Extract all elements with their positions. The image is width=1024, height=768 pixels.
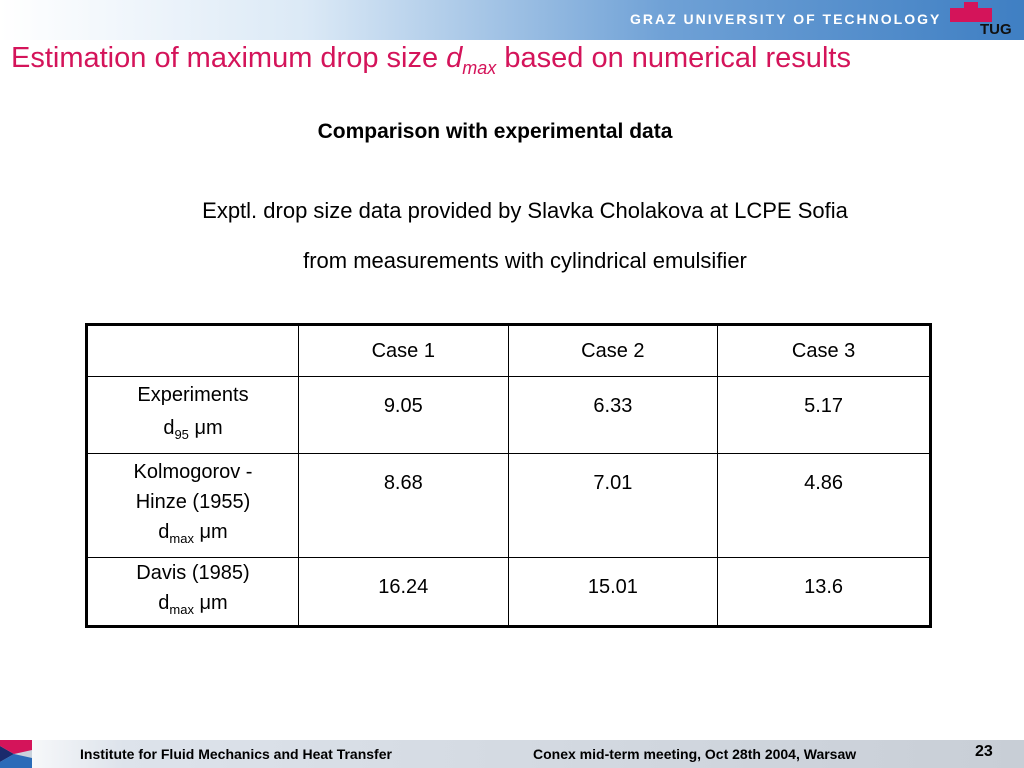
row-label-symbol: d95 μm [88,412,298,451]
row-label-line: Experiments [137,384,249,406]
table-row: Experiments d95 μm 9.05 6.33 5.17 [86,376,931,454]
table-cell: 5.17 [717,376,931,454]
table-header-row: Case 1 Case 2 Case 3 [86,324,931,377]
title-prefix: Estimation of maximum drop size [11,42,447,74]
header-bar [0,0,1024,40]
section-subheading: Comparison with experimental data [317,120,673,143]
page-number: 23 [975,743,993,760]
table-cell: 8.68 [298,453,509,558]
symbol-subscript: 95 [174,427,189,442]
unit-text: μm [199,592,228,614]
tug-logo-icon [946,2,1018,42]
table-cell: 7.01 [507,453,719,558]
row-label-symbol: dmax μm [88,588,298,625]
title-variable: d [446,42,463,74]
row-label-line: Davis (1985) [136,562,250,584]
table-row: Davis (1985) dmax μm 16.24 15.01 13.6 [86,557,931,627]
flag-icon [0,740,32,768]
unit-text: μm [199,521,228,543]
table-header-cell: Case 2 [507,324,719,377]
symbol-text: d [163,417,175,439]
description-line-2: from measurements with cylindrical emuls… [303,248,747,273]
table-cell: 15.01 [507,557,719,627]
symbol-subscript: max [169,531,194,546]
row-label-symbol: dmax μm [88,517,298,554]
title-variable-subscript: max [462,57,497,78]
symbol-text: d [158,592,170,614]
row-label-cell: Davis (1985) dmax μm [86,557,299,627]
comparison-table: Case 1 Case 2 Case 3 Experiments d95 μm … [85,323,932,628]
unit-text: μm [194,417,223,439]
page-title: Estimation of maximum drop size dmax bas… [11,42,851,79]
table-header-cell: Case 3 [717,324,931,377]
footer-institute: Institute for Fluid Mechanics and Heat T… [80,746,392,762]
description-line-1: Exptl. drop size data provided by Slavka… [202,198,848,223]
footer-bar [0,740,1024,768]
row-label-line: Kolmogorov - [133,461,253,483]
table-cell: 9.05 [298,376,509,454]
footer-meeting: Conex mid-term meeting, Oct 28th 2004, W… [533,746,857,762]
table-cell: 4.86 [717,453,931,558]
title-suffix: based on numerical results [496,42,851,74]
table-cell: 6.33 [507,376,719,454]
logo-text: TUG [980,21,1012,38]
table-cell: 13.6 [717,557,931,627]
university-name: GRAZ UNIVERSITY OF TECHNOLOGY [630,11,942,27]
table-cell: 16.24 [298,557,509,627]
table-row: Kolmogorov - Hinze (1955) dmax μm 8.68 7… [86,453,931,558]
row-label-cell: Experiments d95 μm [86,376,299,454]
row-label-cell: Kolmogorov - Hinze (1955) dmax μm [86,453,299,558]
row-label-line: Hinze (1955) [135,491,251,513]
symbol-subscript: max [169,602,194,617]
table-header-cell: Case 1 [298,324,509,377]
table-header-cell [86,324,299,377]
symbol-text: d [158,521,170,543]
